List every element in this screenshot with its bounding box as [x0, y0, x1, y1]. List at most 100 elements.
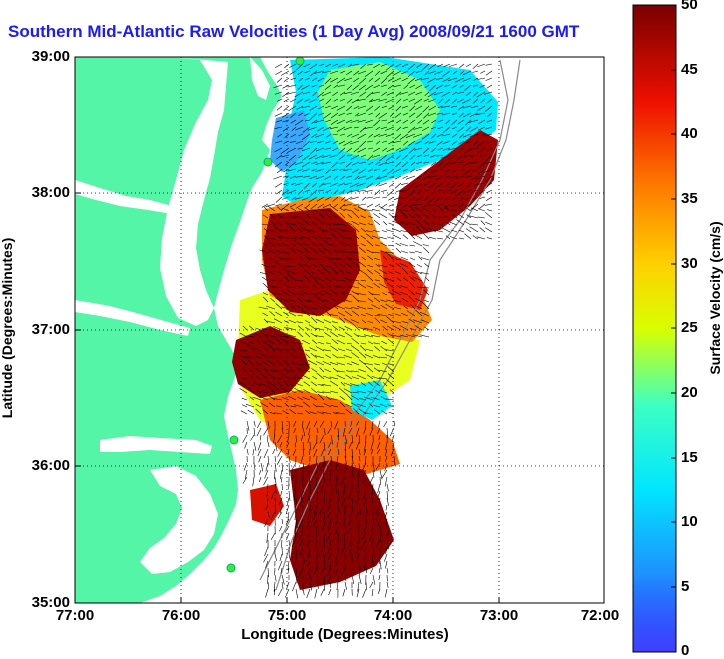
- velocity-vector: [293, 427, 297, 434]
- velocity-vector: [270, 532, 276, 541]
- velocity-vector: [401, 321, 409, 324]
- velocity-vector: [314, 504, 318, 514]
- velocity-vector: [281, 581, 284, 590]
- velocity-vector: [377, 313, 388, 317]
- velocity-vector: [479, 133, 486, 137]
- velocity-vector: [476, 140, 486, 147]
- velocity-vector: [456, 219, 465, 226]
- velocity-vector: [347, 133, 353, 138]
- velocity-vector: [265, 462, 269, 472]
- velocity-vector: [344, 525, 347, 535]
- velocity-vector: [408, 98, 416, 102]
- velocity-vector: [336, 483, 339, 494]
- velocity-vector: [375, 182, 381, 187]
- velocity-vector: [351, 352, 360, 359]
- velocity-vector: [358, 455, 361, 462]
- velocity-region-darkred-west: [232, 326, 310, 398]
- velocity-vector: [421, 175, 430, 181]
- velocity-vector: [457, 182, 465, 187]
- velocity-vector: [358, 448, 361, 455]
- velocity-vector: [263, 553, 269, 563]
- velocity-vector: [376, 448, 381, 454]
- velocity-vector: [302, 483, 304, 493]
- velocity-vector: [367, 154, 374, 161]
- velocity-vector: [308, 427, 311, 436]
- velocity-vector: [309, 247, 318, 254]
- velocity-vector: [325, 278, 332, 282]
- velocity-vector: [319, 434, 325, 444]
- velocity-vector: [289, 304, 297, 310]
- velocity-vector: [273, 326, 283, 331]
- albemarle-sound: [100, 436, 212, 454]
- velocity-vector: [462, 105, 472, 109]
- velocity-vector: [450, 105, 458, 108]
- velocity-vector: [281, 112, 290, 118]
- velocity-vector: [359, 126, 367, 133]
- velocity-vector: [249, 325, 255, 331]
- velocity-vector: [332, 412, 339, 415]
- velocity-vector: [365, 312, 374, 317]
- velocity-vector: [336, 119, 346, 125]
- velocity-vector: [264, 518, 269, 527]
- velocity-vector: [339, 161, 346, 165]
- velocity-vector: [274, 91, 283, 95]
- velocity-vector: [344, 208, 353, 212]
- velocity-vector: [385, 546, 388, 555]
- velocity-vector: [295, 525, 297, 535]
- velocity-vector: [401, 105, 409, 109]
- velocity-vector: [330, 434, 333, 445]
- velocity-vector: [401, 154, 409, 160]
- x-tick-label: 73:00: [479, 607, 519, 624]
- velocity-vector: [341, 476, 346, 485]
- velocity-vector: [388, 105, 395, 110]
- velocity-vector: [274, 574, 277, 582]
- velocity-vector: [437, 63, 444, 68]
- velocity-vector: [345, 348, 353, 352]
- velocity-vector: [408, 295, 416, 303]
- velocity-vector: [350, 91, 360, 95]
- velocity-vector: [381, 362, 388, 366]
- velocity-vector: [304, 98, 311, 102]
- velocity-vector: [423, 161, 430, 164]
- velocity-vector: [372, 154, 381, 158]
- velocity-vector: [352, 168, 360, 174]
- velocity-vector: [273, 84, 283, 89]
- velocity-vector: [367, 381, 374, 387]
- velocity-vector: [392, 234, 402, 240]
- velocity-vector: [375, 390, 381, 394]
- velocity-vector: [281, 420, 284, 429]
- velocity-vector: [387, 291, 395, 296]
- velocity-vector: [441, 105, 451, 108]
- velocity-vector: [412, 334, 423, 338]
- velocity-vector: [285, 504, 290, 514]
- velocity-vector: [356, 182, 367, 187]
- velocity-vector: [424, 91, 430, 97]
- velocity-vector: [309, 274, 318, 282]
- velocity-vector: [373, 63, 381, 69]
- velocity-vector: [483, 168, 493, 173]
- velocity-vector: [402, 175, 409, 179]
- velocity-vector: [408, 140, 416, 146]
- velocity-vector: [260, 462, 264, 472]
- velocity-vector: [345, 161, 353, 168]
- velocity-vector: [478, 208, 486, 212]
- velocity-vector: [449, 182, 458, 190]
- velocity-vector: [277, 434, 283, 443]
- velocity-vector: [345, 257, 353, 261]
- velocity-vector: [384, 553, 388, 562]
- velocity-vector: [379, 469, 383, 480]
- velocity-vector: [290, 216, 297, 219]
- velocity-vector: [254, 382, 262, 387]
- velocity-vector: [320, 567, 325, 575]
- velocity-vector: [302, 133, 311, 141]
- velocity-vector: [370, 293, 381, 296]
- velocity-vector: [373, 119, 381, 127]
- velocity-vector: [297, 396, 304, 401]
- velocity-vector: [374, 77, 381, 83]
- velocity-vector: [423, 98, 430, 102]
- velocity-vector: [323, 476, 325, 483]
- velocity-vector: [307, 300, 318, 303]
- velocity-vector: [414, 270, 423, 275]
- velocity-vector: [274, 161, 283, 168]
- velocity-vector: [286, 298, 297, 303]
